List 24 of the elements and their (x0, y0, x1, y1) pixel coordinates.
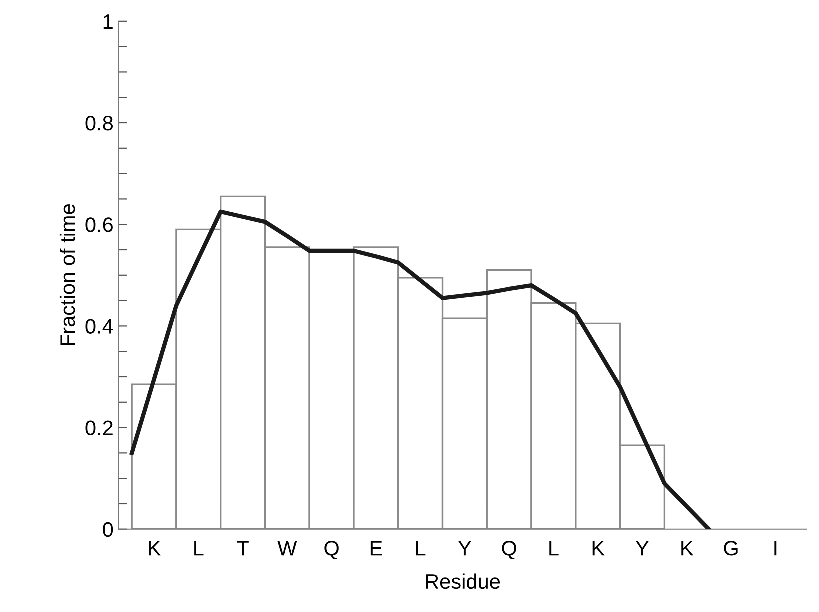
x-tick-label: Q (324, 541, 339, 560)
y-tick-label: 0.2 (86, 420, 113, 436)
line-series (130, 210, 712, 530)
y-tick-label: 0 (103, 522, 114, 538)
x-axis-title: Residue (426, 574, 500, 590)
x-tick-label: W (278, 541, 298, 556)
x-tick-label: Q (502, 541, 516, 560)
y-tick-label: 1 (104, 14, 113, 29)
x-tick-label: T (237, 541, 249, 556)
x-tick-label: L (194, 541, 204, 556)
y-tick-label: 0.4 (86, 319, 114, 334)
x-tick-label: I (774, 541, 777, 556)
x-tick-label: Y (458, 541, 472, 556)
x-tick-label: E (370, 541, 382, 556)
x-tick-label: K (592, 541, 605, 556)
x-tick-label: Y (636, 541, 649, 556)
y-tick-label: 0.8 (86, 116, 113, 131)
y-axis-title: Fraction of time (60, 204, 76, 346)
x-tick-label: K (682, 541, 694, 556)
x-tick-label: L (416, 541, 426, 556)
y-tick-label: 0.6 (86, 218, 113, 232)
x-tick-label: L (550, 541, 559, 556)
x-tick-label: G (724, 541, 738, 556)
x-tick-label: K (149, 541, 161, 556)
